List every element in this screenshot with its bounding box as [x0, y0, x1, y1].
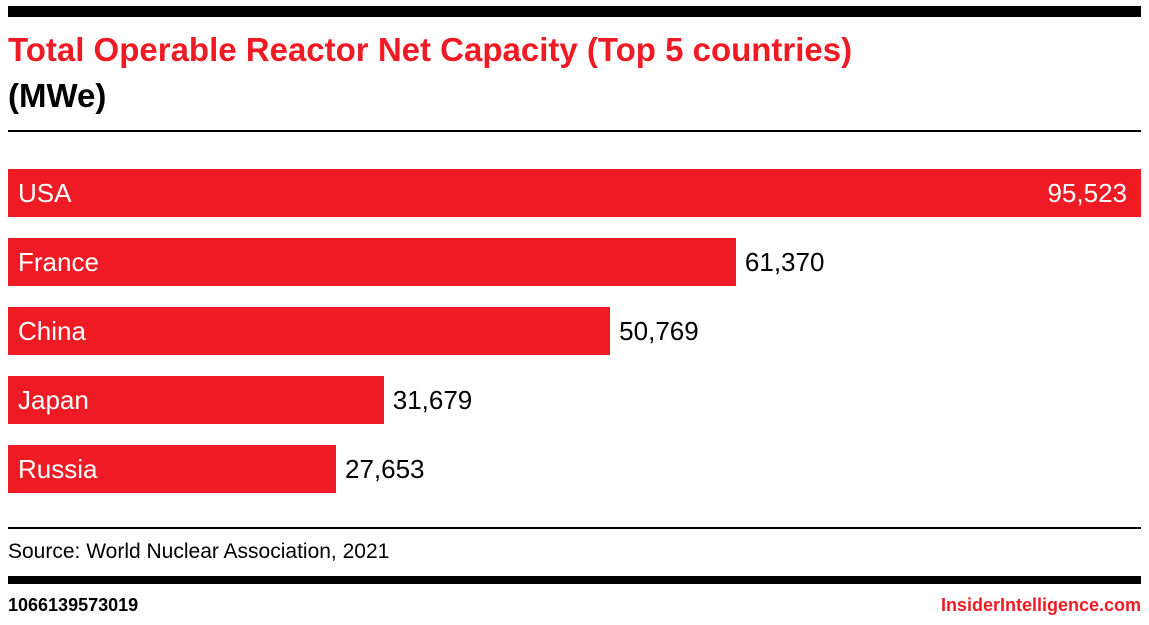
bar-row: Japan 31,679 — [8, 376, 1141, 425]
bar-japan: Japan — [8, 376, 384, 425]
bar-value-label: 95,523 — [1047, 177, 1127, 208]
source-text: Source: World Nuclear Association, 2021 — [8, 540, 390, 564]
bar-row: China 50,769 — [8, 307, 1141, 356]
bar-value-label: 61,370 — [744, 246, 825, 277]
source-divider — [8, 527, 1141, 530]
bar-category-label: Japan — [18, 384, 89, 415]
bar-usa: USA 95,523 — [8, 169, 1141, 218]
bar-value-label: 50,769 — [619, 315, 699, 346]
chart-title: Total Operable Reactor Net Capacity (Top… — [8, 31, 853, 68]
bar-row: Russia 27,653 — [8, 445, 1141, 494]
bar-value-label: 31,679 — [392, 384, 473, 415]
bar-russia: Russia — [8, 445, 336, 494]
bar-china: China — [8, 307, 611, 356]
chart-unit-label: (MWe) — [8, 76, 107, 114]
footer-divider — [8, 576, 1141, 585]
title-divider — [8, 130, 1141, 133]
top-divider — [8, 6, 1141, 17]
bar-row: France 61,370 — [8, 238, 1141, 287]
chart-title-block: Total Operable Reactor Net Capacity (Top… — [8, 27, 1141, 118]
bar-category-label: France — [18, 246, 99, 277]
bar-row: USA 95,523 — [8, 169, 1141, 218]
bar-category-label: USA — [18, 177, 72, 208]
bar-france: France — [8, 238, 736, 287]
brand-site-label: InsiderIntelligence.com — [940, 595, 1141, 616]
bar-chart: USA 95,523 France 61,370 China 50,769 Ja… — [8, 169, 1141, 494]
bar-value-label: 27,653 — [344, 453, 425, 484]
bar-category-label: Russia — [18, 453, 98, 484]
footer: 1066139573019 InsiderIntelligence.com — [8, 584, 1141, 616]
bar-category-label: China — [18, 315, 86, 346]
chart-id: 1066139573019 — [8, 595, 139, 616]
